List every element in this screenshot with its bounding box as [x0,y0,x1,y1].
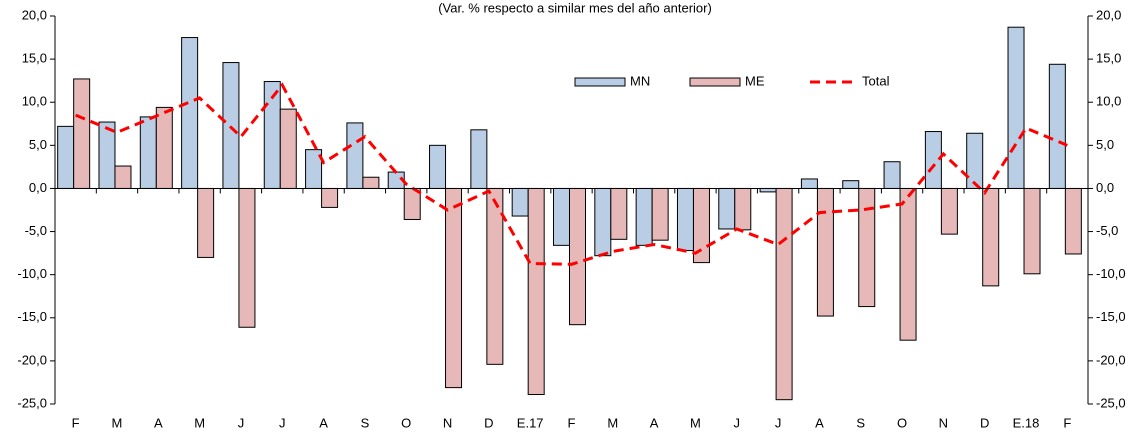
x-tick-label: M [194,415,205,430]
y2-tick-label: -15,0 [1096,309,1126,324]
bar [155,106,173,189]
bar [759,187,777,193]
x-tick-label: A [319,415,328,430]
y-tick-label: 10,0 [22,94,47,109]
line [75,82,1068,266]
bar [816,187,834,317]
x-tick-label: J [734,415,741,430]
chart-subtitle: (Var. % respecto a similar mes del año a… [438,0,712,15]
x-tick-label: A [650,415,659,430]
x-tick-label: F [1063,415,1071,430]
y2-tick-label: 15,0 [1096,51,1121,66]
y-tick-label: -15,0 [17,309,47,324]
bar [73,78,91,189]
bar [676,187,694,252]
bar [718,187,736,230]
x-tick-label: F [72,415,80,430]
bar [181,37,199,189]
y-tick-label: 5,0 [29,137,47,152]
bar [569,187,586,326]
bar [635,187,653,246]
bar [362,176,380,189]
bar [139,116,157,189]
y2-tick-label: -25,0 [1096,395,1126,410]
x-tick-label: M [607,415,618,430]
bar [775,187,793,401]
x-tick-label: E.17 [517,415,544,430]
y2-tick-label: 20,0 [1096,7,1121,22]
x-tick-label: N [443,415,452,430]
bar [429,144,447,189]
bar [445,187,463,389]
bar [883,161,901,189]
bar [734,187,752,231]
bar [470,129,488,189]
y-tick-label: -25,0 [17,395,47,410]
x-tick-label: O [897,415,907,430]
bar [197,187,215,258]
bar [527,187,545,396]
bar [651,187,669,241]
bar [321,187,339,208]
x-tick-label: J [775,415,782,430]
legend-label: MN [630,73,650,88]
bar [940,187,958,235]
bar [1007,26,1025,189]
bar [1064,187,1082,255]
legend-swatch [689,77,741,87]
bar [594,187,612,257]
x-tick-label: S [856,415,865,430]
y2-tick-label: -5,0 [1096,223,1118,238]
x-tick-label: M [112,415,123,430]
y2-tick-label: 5,0 [1096,137,1114,152]
bar [511,187,529,217]
bar [899,187,917,341]
y2-tick-label: -10,0 [1096,266,1126,281]
y-tick-label: -5,0 [25,223,47,238]
bar [114,165,132,189]
bar [238,187,256,328]
bar [800,178,818,189]
x-tick-label: A [815,415,824,430]
x-tick-label: A [154,415,163,430]
y-tick-label: -10,0 [17,266,47,281]
x-tick-label: O [401,415,411,430]
x-tick-label: S [361,415,370,430]
bar [279,108,297,189]
legend-label: ME [745,73,765,88]
bar [610,187,628,240]
bar [858,187,876,308]
bar [842,180,860,189]
x-tick-label: J [238,415,245,430]
bar [346,122,364,189]
bar [1023,187,1041,275]
bar [1048,63,1066,189]
legend-swatch [574,77,626,87]
bar [966,132,984,189]
y-tick-label: 0,0 [29,180,47,195]
y2-tick-label: 10,0 [1096,94,1121,109]
bar [982,187,1000,287]
bar [924,131,942,189]
y-tick-label: 15,0 [22,51,47,66]
y2-tick-label: -20,0 [1096,352,1126,367]
bar [57,125,75,189]
x-tick-label: E.18 [1013,415,1040,430]
x-tick-label: F [568,415,576,430]
bar [553,187,570,246]
x-tick-label: J [279,415,286,430]
x-tick-label: M [690,415,701,430]
y-tick-label: 20,0 [22,7,47,22]
y2-tick-label: 0,0 [1096,180,1114,195]
x-tick-label: N [939,415,948,430]
x-tick-label: D [484,415,493,430]
x-tick-label: D [980,415,989,430]
bar [486,187,504,365]
legend-label: Total [862,73,890,88]
y-tick-label: -20,0 [17,352,47,367]
